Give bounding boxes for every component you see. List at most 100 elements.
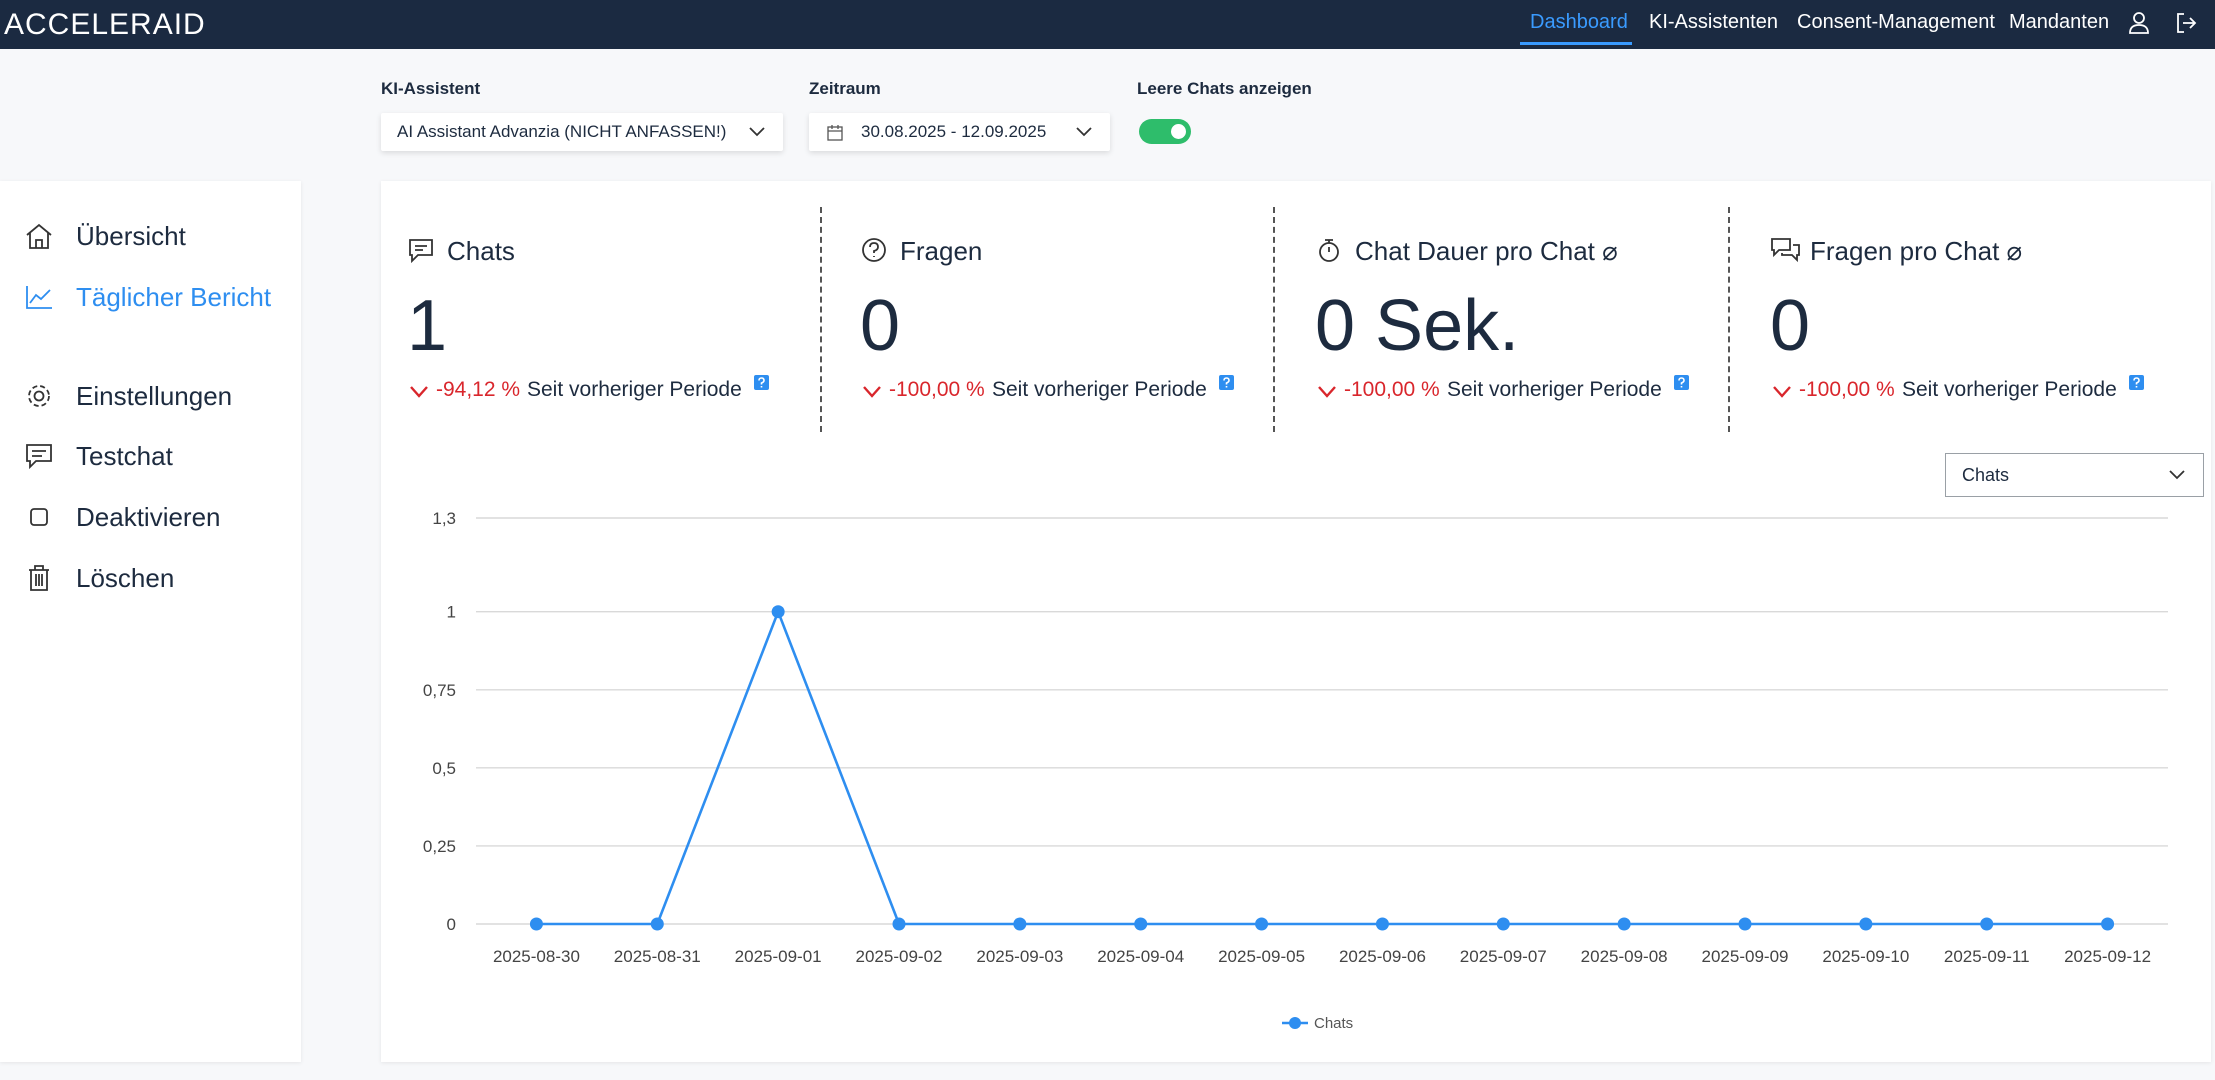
legend-marker [1289,1017,1301,1029]
x-tick-label: 2025-09-01 [735,947,822,966]
stat-value: 0 [860,286,901,366]
point [1496,917,1510,931]
x-tick-label: 2025-09-08 [1581,947,1668,966]
x-tick-label: 2025-09-03 [976,947,1063,966]
stat-period: Seit vorheriger Periode [1902,378,2117,401]
down-chevron [1318,386,1336,398]
stat-period: Seit vorheriger Periode [992,378,1207,401]
empty-chats-label: Leere Chats anzeigen [1137,79,1312,98]
calendar-icon [827,125,843,141]
stat-period: Seit vorheriger Periode [527,378,742,401]
legend-label: Chats [1314,1015,1353,1032]
side-testchat[interactable]: Testchat [24,437,274,475]
point [771,605,785,619]
side-label: Löschen [76,563,175,593]
assistant-value: AI Assistant Advanzia (NICHT ANFASSEN!) [397,122,727,141]
x-tick-label: 2025-09-05 [1218,947,1305,966]
logo[interactable]: ACCELERAID [4,8,206,41]
chart-icon [26,286,52,309]
user-icon[interactable] [2128,11,2150,35]
point [1738,917,1752,931]
trash-icon [29,565,49,591]
y-tick-label: 0,25 [423,837,456,856]
period-value: 30.08.2025 - 12.09.2025 [861,122,1047,141]
stat-divider [1273,207,1275,432]
help-icon[interactable] [1219,375,1234,390]
stat-icon [409,239,433,264]
stat-icon [862,238,886,262]
top-bar [0,0,2215,49]
y-tick-label: 0 [447,915,456,934]
stat-title: Fragen pro Chat ⌀ [1810,236,2023,266]
chart-metric-select[interactable]: Chats [1945,453,2204,497]
stat-change: -100,00 % [1344,378,1440,401]
point [2101,917,2115,931]
period-label: Zeitraum [809,79,881,98]
side-daily-report[interactable]: Täglicher Bericht [24,278,274,316]
chevron [749,127,765,137]
main-panel [381,181,2211,1062]
x-tick-label: 2025-08-31 [614,947,701,966]
point [892,917,906,931]
side-delete[interactable]: Löschen [24,559,274,597]
nav-dashboard[interactable]: Dashboard [1530,11,1628,33]
point [1375,917,1389,931]
help-icon[interactable] [754,375,769,390]
line [536,608,2108,926]
x-tick-label: 2025-09-12 [2064,947,2151,966]
stat-change: -100,00 % [889,378,985,401]
nav-assistants[interactable]: KI-Assistenten [1649,11,1778,33]
side-label: Übersicht [76,221,186,251]
side-deactivate[interactable]: Deaktivieren [24,498,274,536]
point [1980,917,1994,931]
point [1255,917,1269,931]
stat-value: 1 [407,286,448,366]
side-label: Täglicher Bericht [76,282,272,312]
side-label: Testchat [76,441,173,471]
help-icon[interactable] [2129,375,2144,390]
x-tick-label: 2025-09-06 [1339,947,1426,966]
assistant-select[interactable]: AI Assistant Advanzia (NICHT ANFASSEN!) [381,113,783,151]
chevron [2169,470,2185,480]
y-tick-label: 0,5 [432,759,456,778]
y-tick-label: 1 [447,603,456,622]
nav-consent[interactable]: Consent-Management [1797,11,1995,33]
chevron [1076,127,1092,137]
stat-value: 0 Sek. [1315,286,1520,366]
stat-value: 0 [1770,286,1811,366]
nav-tenants[interactable]: Mandanten [2009,11,2110,33]
stat-icon [1771,238,1800,263]
chart-metric-value: Chats [1962,465,2010,485]
home-icon [26,223,52,249]
stat-title: Chats [447,236,515,266]
x-tick-label: 2025-08-30 [493,947,580,966]
stat-divider [820,207,822,432]
square-icon [30,508,48,526]
period-select[interactable]: 30.08.2025 - 12.09.2025 [809,113,1110,151]
stat-title: Fragen [900,236,983,266]
down-chevron [863,386,881,398]
side-label: Einstellungen [76,381,233,411]
y-tick-label: 0,75 [423,681,456,700]
x-tick-label: 2025-09-07 [1460,947,1547,966]
side-settings[interactable]: Einstellungen [24,377,274,415]
empty-chats-toggle[interactable] [1139,119,1191,144]
x-tick-label: 2025-09-04 [1097,947,1184,966]
stat-period: Seit vorheriger Periode [1447,378,1662,401]
down-chevron [410,386,428,398]
logout-icon[interactable] [2174,11,2198,35]
help-icon[interactable] [1674,375,1689,390]
chat-icon [26,444,52,470]
point [529,917,543,931]
x-tick-label: 2025-09-11 [1944,947,2030,966]
sidebar [0,181,301,1062]
side-overview[interactable]: Übersicht [24,217,274,255]
point [1134,917,1148,931]
x-tick-label: 2025-09-09 [1702,947,1789,966]
stat-title: Chat Dauer pro Chat ⌀ [1355,236,1618,266]
x-tick-label: 2025-09-02 [856,947,943,966]
stat-change: -100,00 % [1799,378,1895,401]
down-chevron [1773,386,1791,398]
nav-underline [1520,42,1632,45]
